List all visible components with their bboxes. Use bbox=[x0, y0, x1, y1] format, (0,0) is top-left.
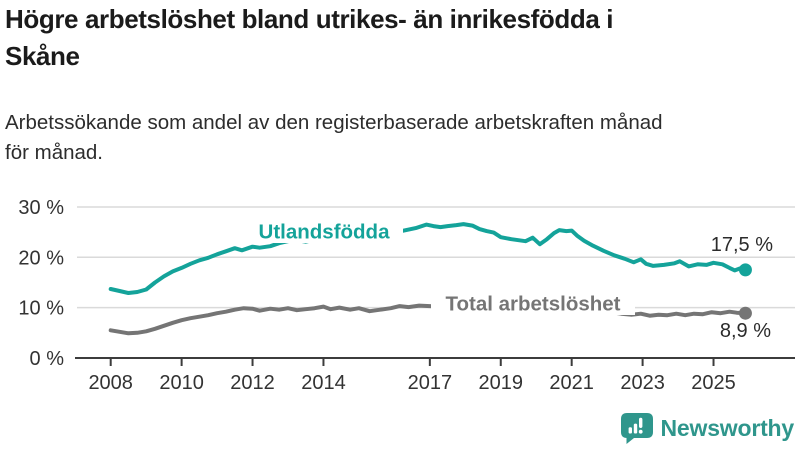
x-tick-label: 2010 bbox=[159, 372, 204, 394]
x-tick-label: 2019 bbox=[479, 372, 524, 394]
series-label-mask bbox=[245, 219, 403, 243]
end-value-label: 17,5 % bbox=[711, 234, 773, 256]
x-tick-label: 2008 bbox=[88, 372, 133, 394]
series-label-utlandsfodda: Utlandsfödda bbox=[259, 221, 391, 244]
end-value-label: 8,9 % bbox=[720, 320, 771, 342]
y-tick-label: 0 % bbox=[30, 348, 65, 370]
newsworthy-logo: Newsworthy bbox=[620, 411, 794, 445]
x-axis: 2008 2010 2012 2014 2017 2019 2021 2023 2025 bbox=[75, 357, 795, 394]
page-subtitle: Arbetssökande som andel av den registerb… bbox=[5, 111, 663, 164]
x-tick-label: 2023 bbox=[620, 372, 665, 394]
newsworthy-wordmark: Newsworthy bbox=[660, 414, 795, 441]
series-line-utlandsfodda bbox=[108, 222, 748, 295]
y-tick-label: 10 % bbox=[18, 298, 64, 320]
series-line-total bbox=[108, 301, 748, 336]
y-tick-label: 20 % bbox=[18, 247, 64, 269]
y-axis: 0 % 10 % 20 % 30 % bbox=[18, 197, 64, 370]
newsworthy-icon bbox=[620, 413, 653, 444]
series-label-mask bbox=[431, 291, 635, 315]
page-title: Högre arbetslöshet bland utrikes- än inr… bbox=[5, 4, 614, 71]
y-tick-label: 30 % bbox=[18, 197, 64, 219]
x-tick-label: 2021 bbox=[549, 372, 594, 394]
x-tick-label: 2017 bbox=[408, 372, 453, 394]
end-dot-utlandsfodda bbox=[738, 263, 752, 277]
x-tick-label: 2014 bbox=[301, 372, 346, 394]
end-dot-total bbox=[738, 306, 752, 320]
x-tick-label: 2025 bbox=[691, 372, 736, 394]
x-tick-label: 2012 bbox=[230, 372, 275, 394]
series-label-total: Total arbetslöshet bbox=[445, 293, 620, 316]
